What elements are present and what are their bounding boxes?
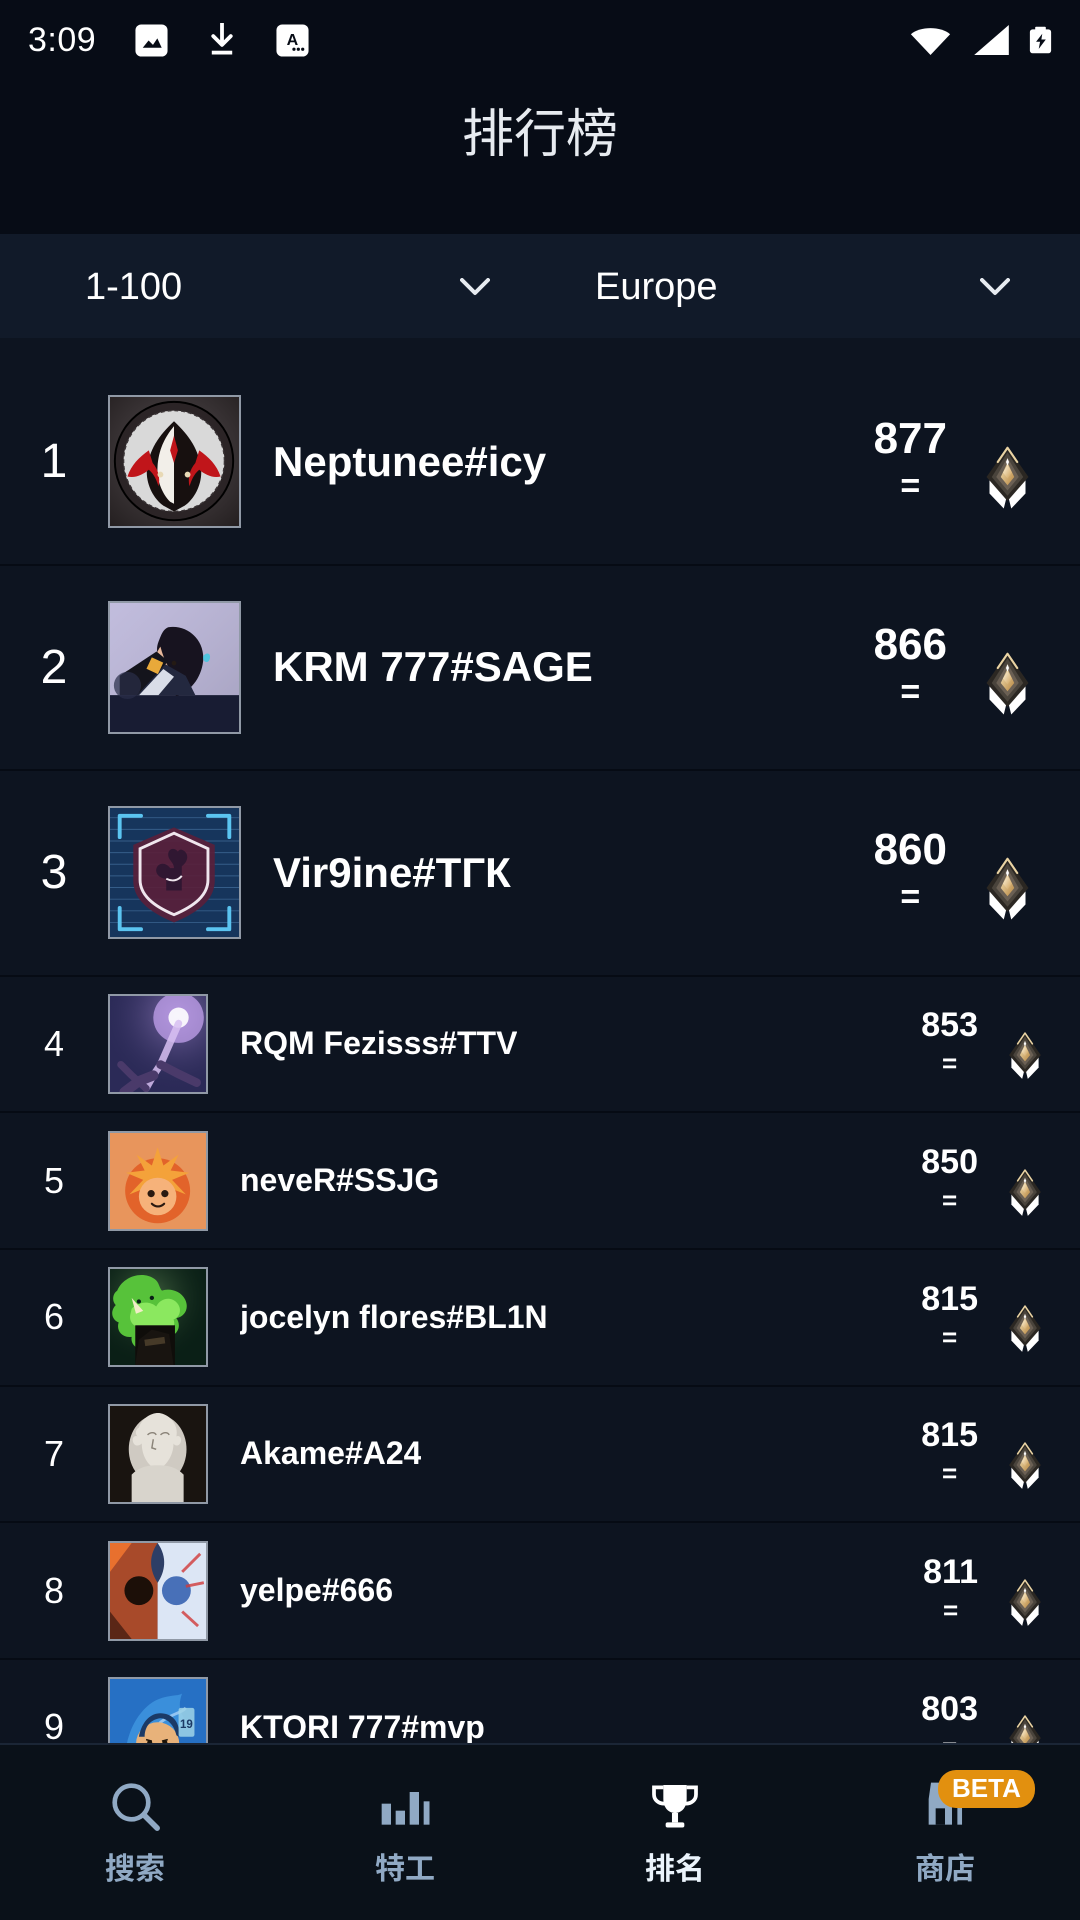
svg-text:A: A	[287, 30, 299, 48]
svg-text:19: 19	[180, 1719, 193, 1731]
